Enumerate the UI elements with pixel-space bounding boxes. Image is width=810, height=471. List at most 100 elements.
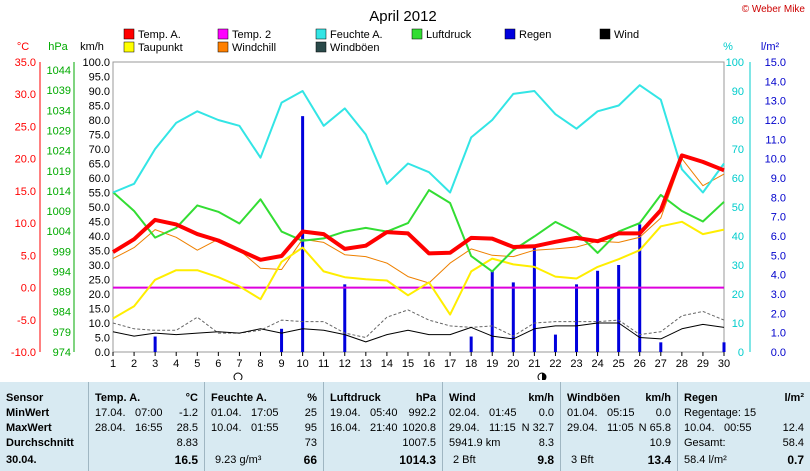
temp-tick-label: -10.0 [11,347,36,359]
rain-tick-label: 14.0 [765,76,786,88]
day-tick-label: 29 [697,358,709,370]
min-time: 05:15 [607,407,635,419]
day-tick-label: 2 [131,358,137,370]
day-tick-label: 19 [486,358,498,370]
wind-tick-label: 55.0 [89,188,110,200]
wind-tick-label: 85.0 [89,101,110,113]
wind-tick-label: 90.0 [89,86,110,98]
max-value: 28.5 [176,422,198,434]
legend-swatch [599,28,611,40]
rain-tick-label: 12.0 [765,115,786,127]
wind-tick-label: 70.0 [89,144,110,156]
copyright-text: © Weber Mike [742,4,806,15]
wind-tick-label: 25.0 [89,275,110,287]
stats-col-pressure: Luftdruck hPa 19.04. 05:40 992.2 16.04. 21:4… [324,382,442,471]
pressure-tick-label: 984 [53,307,71,319]
rain-axis-unit: l/m² [761,41,780,53]
rain-bar [659,342,663,352]
day-tick-label: 15 [402,358,414,370]
col-header: Wind [449,392,476,404]
wind-tick-label: 15.0 [89,304,110,316]
rain-bar [617,265,621,352]
temp-axis-unit: °C [17,41,29,53]
avg-extra: Gesamt: [684,437,726,449]
humidity-tick-label: 10 [732,318,744,330]
day-tick-label: 26 [634,358,646,370]
humidity-tick-label: 50 [732,202,744,214]
humidity-tick-label: 100 [726,57,744,69]
min-value: 25 [304,407,317,419]
series-line-windb-en [112,309,725,338]
chart-background [0,0,810,380]
day-tick-label: 20 [507,358,519,370]
rain-tick-label: 0.0 [771,347,786,359]
pressure-tick-label: 1034 [47,105,71,117]
wind-tick-label: 40.0 [89,231,110,243]
col-unit: km/h [528,392,554,404]
min-date: 02.04. [449,407,480,419]
wind-tick-label: 95.0 [89,72,110,84]
current-extra: 9.23 g/m³ [215,454,262,466]
day-tick-label: 11 [318,358,329,370]
humidity-tick-label: 90 [732,86,744,98]
max-value: N 65.8 [638,422,671,434]
legend-swatch [504,28,516,40]
stats-col-humidity: Feuchte A.% 01.04. 17:05 25 10.04. 01:55 95 … [205,382,323,471]
day-tick-label: 27 [655,358,667,370]
pressure-tick-label: 1019 [47,166,71,178]
rain-bar [511,282,515,352]
wind-tick-label: 75.0 [89,130,110,142]
min-value: 0.0 [538,407,554,419]
max-value: 1020.8 [402,422,436,434]
legend-label: Luftdruck [426,29,472,41]
pressure-tick-label: 1014 [47,186,71,198]
temp-tick-label: 15.0 [15,186,36,198]
day-tick-label: 5 [194,358,200,370]
pressure-tick-label: 999 [53,246,71,258]
rain-tick-label: 13.0 [765,96,786,108]
current-value: 0.7 [787,453,804,467]
humidity-tick-label: 80 [732,115,744,127]
day-tick-label: 24 [591,358,603,370]
legend-label: Temp. 2 [232,29,271,41]
temp-tick-label: 10.0 [15,218,36,230]
legend: Temp. A. Temp. 2 Feuchte A. Luftdruck Regen W… [123,28,639,54]
temp-tick-label: 35.0 [15,57,36,69]
row-label-current: 30.04. [6,454,37,466]
stats-col-temp: Temp. A. °C 17.04. 07:00 -1.2 28.04. 16:55 28… [89,382,204,471]
current-value: 13.4 [647,453,671,467]
rain-bar [153,336,157,352]
current-value: 9.8 [537,453,554,467]
pressure-tick-label: 1029 [47,125,71,137]
col-unit: % [307,392,317,404]
min-date: 19.04. [330,407,361,419]
col-unit: l/m² [784,392,804,404]
row-label-max: MaxWert [6,422,52,434]
pressure-axis-unit: hPa [48,41,68,53]
current-extra: 58.4 l/m² [684,454,727,466]
legend-label: Taupunkt [138,42,183,54]
stats-table: Sensor MinWert MaxWert Durchschnitt 30.0… [0,382,810,471]
full-moon-icon [233,372,243,380]
max-time: 00:55 [724,422,752,434]
wind-tick-label: 65.0 [89,159,110,171]
temp-tick-label: 20.0 [15,154,36,166]
pressure-tick-label: 1004 [47,226,71,238]
humidity-tick-label: 20 [732,289,744,301]
min-value: 992.2 [408,407,436,419]
day-tick-label: 16 [423,358,435,370]
series-line-taupunkt [112,220,725,320]
col-header: Feuchte A. [211,392,267,404]
legend-swatch [315,41,327,53]
avg-value: 73 [304,437,317,449]
wind-axis-unit: km/h [80,41,104,53]
max-time: 01:55 [251,422,279,434]
min-time: 05:40 [370,407,398,419]
humidity-tick-label: 0 [738,347,744,359]
col-unit: °C [185,392,198,404]
current-value: 66 [303,453,317,467]
row-label-sensor: Sensor [6,392,44,404]
pressure-tick-label: 1039 [47,85,71,97]
wind-tick-label: 10.0 [89,318,110,330]
rain-bar [343,284,347,352]
